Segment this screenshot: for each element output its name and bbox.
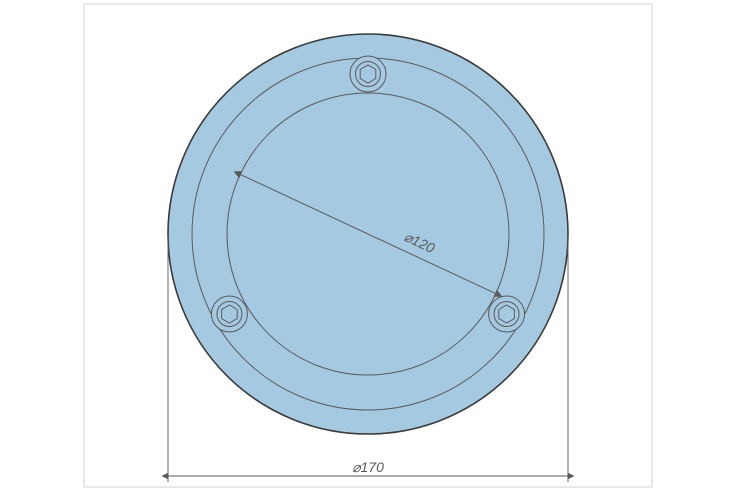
outer-diameter-label: ⌀170 <box>352 459 384 475</box>
bolt-1 <box>211 296 247 332</box>
drawing-canvas: ⌀120⌀170 <box>0 0 735 500</box>
bolt-2 <box>489 296 525 332</box>
technical-drawing-svg: ⌀120⌀170 <box>0 0 735 500</box>
bolt-0 <box>350 56 386 92</box>
